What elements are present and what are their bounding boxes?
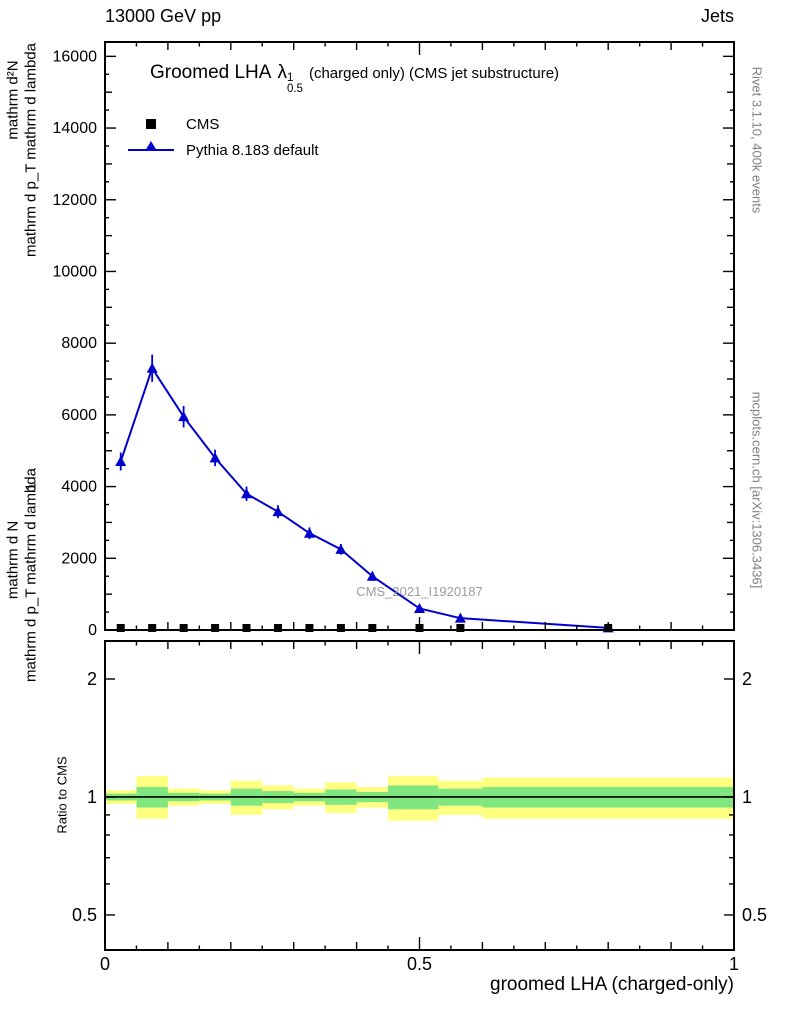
ratio-y-tick-label: 1 bbox=[742, 787, 752, 807]
pythia-data-point bbox=[241, 488, 253, 499]
pythia-data-point bbox=[366, 570, 378, 581]
cms-data-point bbox=[273, 624, 282, 632]
ratio-y-tick-label: 2 bbox=[87, 669, 97, 689]
x-tick-label: 0 bbox=[100, 954, 110, 974]
pythia-data-point bbox=[146, 362, 158, 373]
y-tick-label: 4000 bbox=[61, 479, 97, 496]
ylabel-fragment-5: mathrm d p_T mathrm d lambda bbox=[22, 468, 40, 682]
cms-data-point bbox=[116, 624, 125, 632]
rivet-version-note: Rivet 3.1.10, 400k events bbox=[749, 66, 765, 214]
pythia-data-point bbox=[303, 527, 315, 538]
pythia-data-point bbox=[178, 411, 190, 422]
plot-title: Groomed LHA λ 1 0.5 (charged only) (CMS jet … bbox=[150, 62, 559, 95]
pythia-data-point bbox=[115, 455, 127, 466]
pythia-data-point bbox=[335, 543, 347, 554]
plot-title-text: Groomed LHA bbox=[150, 62, 272, 83]
plot-title-suffix: (charged only) (CMS jet substructure) bbox=[308, 65, 560, 82]
ratio-ylabel: Ratio to CMS bbox=[54, 756, 70, 834]
pythia-triangle-marker-icon bbox=[145, 141, 157, 151]
watermark-analysis-id: CMS_2021_I1920187 bbox=[356, 584, 483, 599]
ratio-y-tick-label: 0.5 bbox=[72, 905, 97, 925]
cms-data-point bbox=[456, 624, 465, 632]
legend: CMS Pythia 8.183 default bbox=[128, 111, 319, 163]
analysis-group-label: Jets bbox=[700, 6, 734, 26]
y-tick-label: 0 bbox=[88, 622, 97, 639]
y-tick-label: 2000 bbox=[61, 550, 97, 567]
ylabel-fragment-1: mathrm d²N bbox=[4, 60, 22, 140]
y-tick-label: 16000 bbox=[53, 48, 98, 65]
cms-data-point bbox=[305, 624, 314, 632]
cms-data-point bbox=[336, 624, 345, 632]
x-tick-label: 0.5 bbox=[407, 954, 432, 974]
y-tick-label: 12000 bbox=[53, 192, 98, 209]
pythia-data-line bbox=[119, 365, 609, 629]
ratio-y-tick-label: 0.5 bbox=[742, 905, 767, 925]
cms-data-point bbox=[148, 624, 157, 632]
ylabel-fragment-2: mathrm d p_T mathrm d lambda bbox=[22, 43, 40, 257]
legend-item-cms: CMS bbox=[128, 111, 319, 137]
pythia-data-point bbox=[272, 506, 284, 517]
lambda-superscript: 1 bbox=[286, 72, 294, 84]
x-axis-label: groomed LHA (charged-only) bbox=[490, 974, 734, 995]
lambda-exponents: 1 0.5 bbox=[286, 72, 303, 95]
y-tick-label: 6000 bbox=[61, 407, 97, 424]
pythia-data-point bbox=[454, 612, 466, 623]
legend-label-pythia: Pythia 8.183 default bbox=[186, 141, 319, 159]
lambda-subscript: 0.5 bbox=[286, 83, 303, 95]
legend-item-pythia: Pythia 8.183 default bbox=[128, 137, 319, 163]
cms-data-point bbox=[179, 624, 188, 632]
ratio-y-tick-label: 1 bbox=[87, 787, 97, 807]
y-tick-label: 10000 bbox=[53, 263, 98, 280]
cms-data-point bbox=[242, 624, 251, 632]
pythia-data-point bbox=[414, 602, 425, 613]
lambda-symbol: λ bbox=[277, 62, 287, 83]
beam-energy-label: 13000 GeV pp bbox=[105, 6, 222, 26]
pythia-data-point bbox=[209, 452, 221, 463]
cms-square-marker-icon bbox=[146, 119, 156, 129]
pythia-line-marker-icon bbox=[128, 141, 174, 151]
legend-label-cms: CMS bbox=[186, 115, 220, 133]
mcplots-reference-note: mcplots.cern.ch [arXiv:1306.3436] bbox=[749, 391, 765, 589]
y-tick-label: 14000 bbox=[53, 120, 98, 137]
cms-data-point bbox=[211, 624, 220, 632]
ratio-y-tick-label: 2 bbox=[742, 669, 752, 689]
x-tick-label: 1 bbox=[729, 954, 739, 974]
y-tick-label: 8000 bbox=[61, 335, 97, 352]
cms-data-point bbox=[368, 624, 377, 632]
ylabel-fragment-4: mathrm d N bbox=[4, 520, 22, 600]
